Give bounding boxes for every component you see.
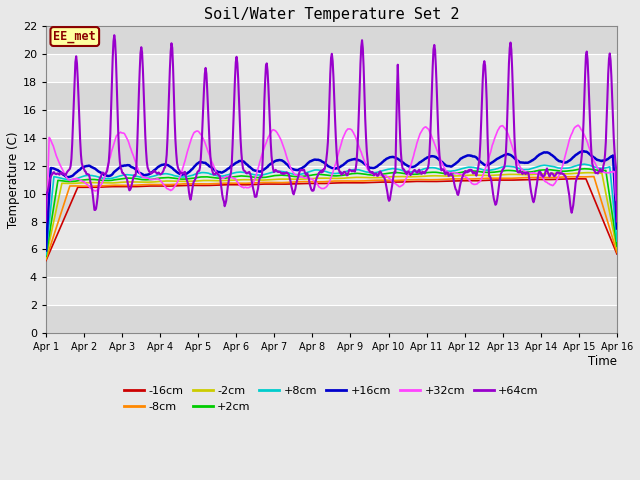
- -16cm: [169, 183, 177, 189]
- +8cm: [200, 170, 207, 176]
- -16cm: [418, 179, 426, 184]
- +8cm: [613, 238, 621, 244]
- Line: +64cm: +64cm: [46, 35, 617, 222]
- +2cm: [401, 171, 409, 177]
- +64cm: [52, 171, 60, 177]
- Line: +2cm: +2cm: [46, 169, 617, 256]
- -8cm: [590, 174, 598, 180]
- +2cm: [52, 188, 60, 193]
- -16cm: [613, 251, 621, 257]
- Bar: [46, 138, 617, 166]
- +32cm: [613, 198, 621, 204]
- +8cm: [42, 252, 50, 258]
- Bar: [46, 110, 617, 138]
- +8cm: [169, 172, 177, 178]
- Bar: [46, 54, 617, 82]
- +8cm: [52, 174, 60, 180]
- +32cm: [401, 178, 409, 184]
- -2cm: [584, 170, 591, 176]
- +2cm: [169, 175, 177, 181]
- +16cm: [52, 167, 60, 172]
- +8cm: [580, 161, 588, 167]
- Bar: [46, 166, 617, 193]
- +32cm: [574, 122, 582, 128]
- +2cm: [613, 243, 621, 249]
- -16cm: [111, 184, 119, 190]
- +16cm: [200, 159, 207, 165]
- -2cm: [200, 178, 207, 183]
- +16cm: [111, 168, 119, 174]
- +16cm: [418, 158, 426, 164]
- +2cm: [42, 253, 50, 259]
- +32cm: [111, 137, 119, 143]
- Line: +16cm: +16cm: [46, 151, 617, 251]
- -2cm: [42, 255, 50, 261]
- +32cm: [52, 153, 60, 159]
- +64cm: [613, 219, 621, 225]
- -8cm: [52, 225, 60, 231]
- Legend: -16cm, -8cm, -2cm, +2cm, +8cm, +16cm, +32cm, +64cm: -16cm, -8cm, -2cm, +2cm, +8cm, +16cm, +3…: [120, 382, 543, 416]
- +32cm: [200, 136, 207, 142]
- -16cm: [52, 234, 60, 240]
- -16cm: [200, 182, 207, 188]
- +64cm: [170, 91, 178, 97]
- +32cm: [418, 128, 426, 134]
- Title: Soil/Water Temperature Set 2: Soil/Water Temperature Set 2: [204, 7, 460, 22]
- Line: -16cm: -16cm: [46, 179, 617, 261]
- -2cm: [401, 174, 409, 180]
- Text: EE_met: EE_met: [53, 30, 96, 43]
- +32cm: [42, 198, 50, 204]
- +64cm: [111, 32, 118, 38]
- -8cm: [613, 250, 621, 255]
- Line: -8cm: -8cm: [46, 177, 617, 260]
- +64cm: [402, 169, 410, 175]
- Y-axis label: Temperature (C): Temperature (C): [7, 132, 20, 228]
- -8cm: [401, 177, 409, 183]
- +2cm: [200, 174, 207, 180]
- -8cm: [42, 257, 50, 263]
- Bar: [46, 82, 617, 110]
- -2cm: [613, 247, 621, 252]
- -8cm: [111, 182, 119, 188]
- +16cm: [42, 248, 50, 253]
- +16cm: [169, 166, 177, 172]
- -16cm: [572, 176, 579, 181]
- -2cm: [52, 206, 60, 212]
- +2cm: [418, 170, 426, 176]
- +8cm: [111, 175, 119, 180]
- Bar: [46, 193, 617, 222]
- +8cm: [418, 167, 426, 173]
- -2cm: [111, 180, 119, 186]
- +16cm: [580, 148, 588, 154]
- +64cm: [42, 219, 50, 225]
- +16cm: [613, 226, 621, 231]
- -2cm: [169, 178, 177, 184]
- +2cm: [580, 166, 588, 172]
- -2cm: [418, 174, 426, 180]
- Bar: [46, 305, 617, 333]
- +2cm: [111, 177, 119, 182]
- +64cm: [419, 169, 426, 175]
- -8cm: [200, 181, 207, 187]
- -16cm: [401, 179, 409, 185]
- +64cm: [112, 54, 120, 60]
- -16cm: [42, 258, 50, 264]
- +64cm: [200, 86, 208, 92]
- Bar: [46, 26, 617, 54]
- Line: +32cm: +32cm: [46, 125, 617, 201]
- +16cm: [401, 161, 409, 167]
- +8cm: [401, 168, 409, 174]
- Bar: [46, 222, 617, 250]
- -8cm: [169, 181, 177, 187]
- -8cm: [418, 177, 426, 182]
- X-axis label: Time: Time: [588, 355, 617, 368]
- Bar: [46, 250, 617, 277]
- Bar: [46, 277, 617, 305]
- Line: -2cm: -2cm: [46, 173, 617, 258]
- +32cm: [169, 186, 177, 192]
- Line: +8cm: +8cm: [46, 164, 617, 255]
